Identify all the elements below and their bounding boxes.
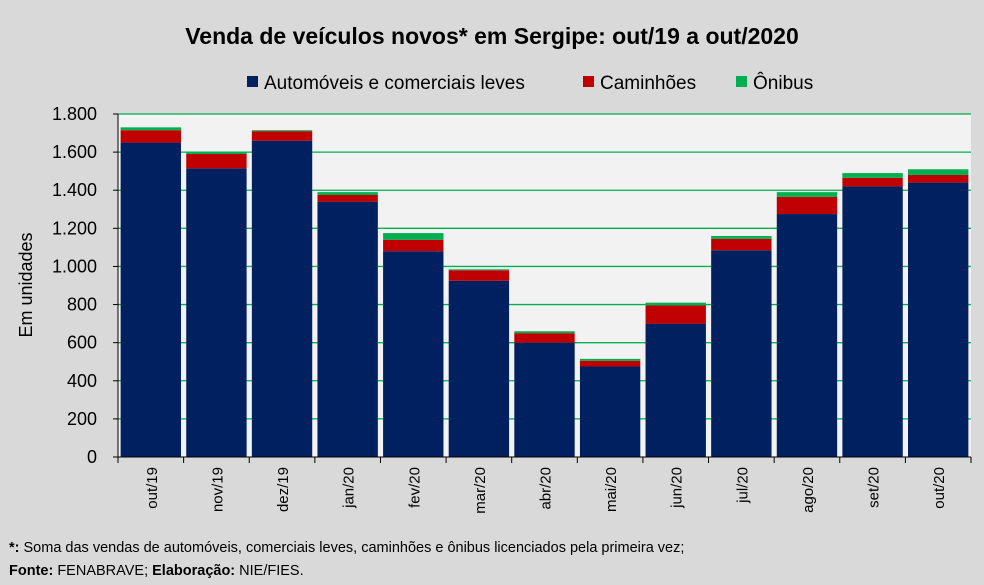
y-axis-label: Em unidades: [16, 232, 36, 337]
x-tick-label: nov/19: [209, 467, 226, 512]
x-tick-label: jun/20: [669, 467, 686, 509]
legend-swatch: [583, 76, 594, 87]
legend-swatch: [247, 76, 258, 87]
elaboration-label: Elaboração:: [152, 563, 236, 579]
chart-title: Venda de veículos novos* em Sergipe: out…: [185, 23, 799, 49]
bar-segment: [645, 305, 706, 324]
bar-segment: [514, 331, 575, 334]
bar-segment: [120, 130, 181, 143]
footnote-definition: *: Soma das vendas de automóveis, comerc…: [9, 540, 684, 556]
x-tick-label: mar/20: [472, 467, 489, 514]
elaboration-value: NIE/FIES.: [235, 563, 304, 579]
legend-label: Automóveis e comerciais leves: [264, 73, 525, 94]
y-tick-label: 1.600: [52, 142, 97, 162]
bar-segment: [317, 201, 378, 457]
y-tick-label: 400: [67, 371, 97, 391]
bar-segment: [842, 177, 903, 187]
x-tick-label: fev/20: [406, 467, 423, 508]
bar-segment: [383, 233, 444, 240]
bar-segment: [908, 182, 969, 457]
bar-segment: [776, 192, 838, 197]
bar-segment: [186, 152, 247, 155]
footnote-text: Soma das vendas de automóveis, comerciai…: [19, 540, 685, 556]
source-value: FENABRAVE;: [53, 563, 153, 579]
footnote-source: Fonte: FENABRAVE; Elaboração: NIE/FIES.: [9, 563, 304, 579]
bar-segment: [120, 142, 181, 458]
bar-segment: [645, 323, 706, 457]
source-label: Fonte:: [9, 563, 54, 579]
x-tick-label: jan/20: [341, 467, 358, 509]
y-tick-label: 1.400: [52, 180, 97, 200]
chart: Venda de veículos novos* em Sergipe: out…: [16, 23, 972, 514]
bar-segment: [776, 196, 838, 215]
bar-segment: [186, 154, 247, 169]
chart-legend: Automóveis e comerciais leves Caminhões Ôn…: [247, 72, 813, 94]
bar-segment: [251, 131, 313, 141]
bar-segment: [579, 358, 641, 361]
legend-label: Ônibus: [753, 72, 813, 94]
y-tick-label: 1.800: [52, 104, 97, 124]
x-tick-label: ago/20: [800, 467, 817, 513]
bar-segment: [448, 269, 510, 271]
bar-segment: [317, 192, 378, 195]
bar-segment: [120, 127, 181, 131]
bar-segment: [317, 194, 378, 202]
bar-segment: [186, 168, 247, 457]
bar-segment: [711, 238, 772, 251]
plot-area: 0 200 400 600 800 1.000 1.200 1.400 1.600 1.800 ou…: [52, 104, 972, 514]
bar-segment: [711, 250, 772, 457]
bar-segment: [514, 333, 575, 343]
legend-swatch: [736, 76, 747, 87]
bar-segment: [842, 186, 903, 457]
bar-segment: [645, 302, 706, 306]
bar-segment: [908, 174, 969, 183]
legend-label: Caminhões: [600, 73, 696, 94]
y-tick-label: 600: [67, 333, 97, 353]
bar-segment: [383, 239, 444, 252]
bar-segment: [251, 140, 313, 457]
footnote-marker: *:: [9, 540, 20, 556]
x-tick-label: mai/20: [603, 467, 620, 512]
bar-segment: [251, 130, 313, 132]
bar-segment: [383, 251, 444, 457]
bar-segment: [776, 214, 838, 457]
bar-segment: [711, 235, 772, 239]
bar-segment: [579, 360, 641, 367]
y-tick-label: 1.000: [52, 256, 97, 276]
bar-segment: [448, 280, 510, 457]
x-tick-label: jul/20: [734, 467, 751, 504]
bar-segment: [514, 342, 575, 457]
bar-segment: [908, 169, 969, 175]
bar-segment: [579, 366, 641, 457]
bar-segment: [448, 270, 510, 281]
x-tick-label: out/20: [931, 467, 948, 509]
x-tick-label: abr/20: [538, 467, 555, 510]
y-tick-label: 0: [87, 447, 97, 467]
x-tick-label: dez/19: [275, 467, 292, 512]
y-tick-label: 800: [67, 295, 97, 315]
bar-segment: [842, 173, 903, 178]
y-tick-label: 200: [67, 409, 97, 429]
y-tick-label: 1.200: [52, 218, 97, 238]
x-tick-label: out/19: [144, 467, 161, 509]
x-tick-label: set/20: [866, 467, 883, 508]
